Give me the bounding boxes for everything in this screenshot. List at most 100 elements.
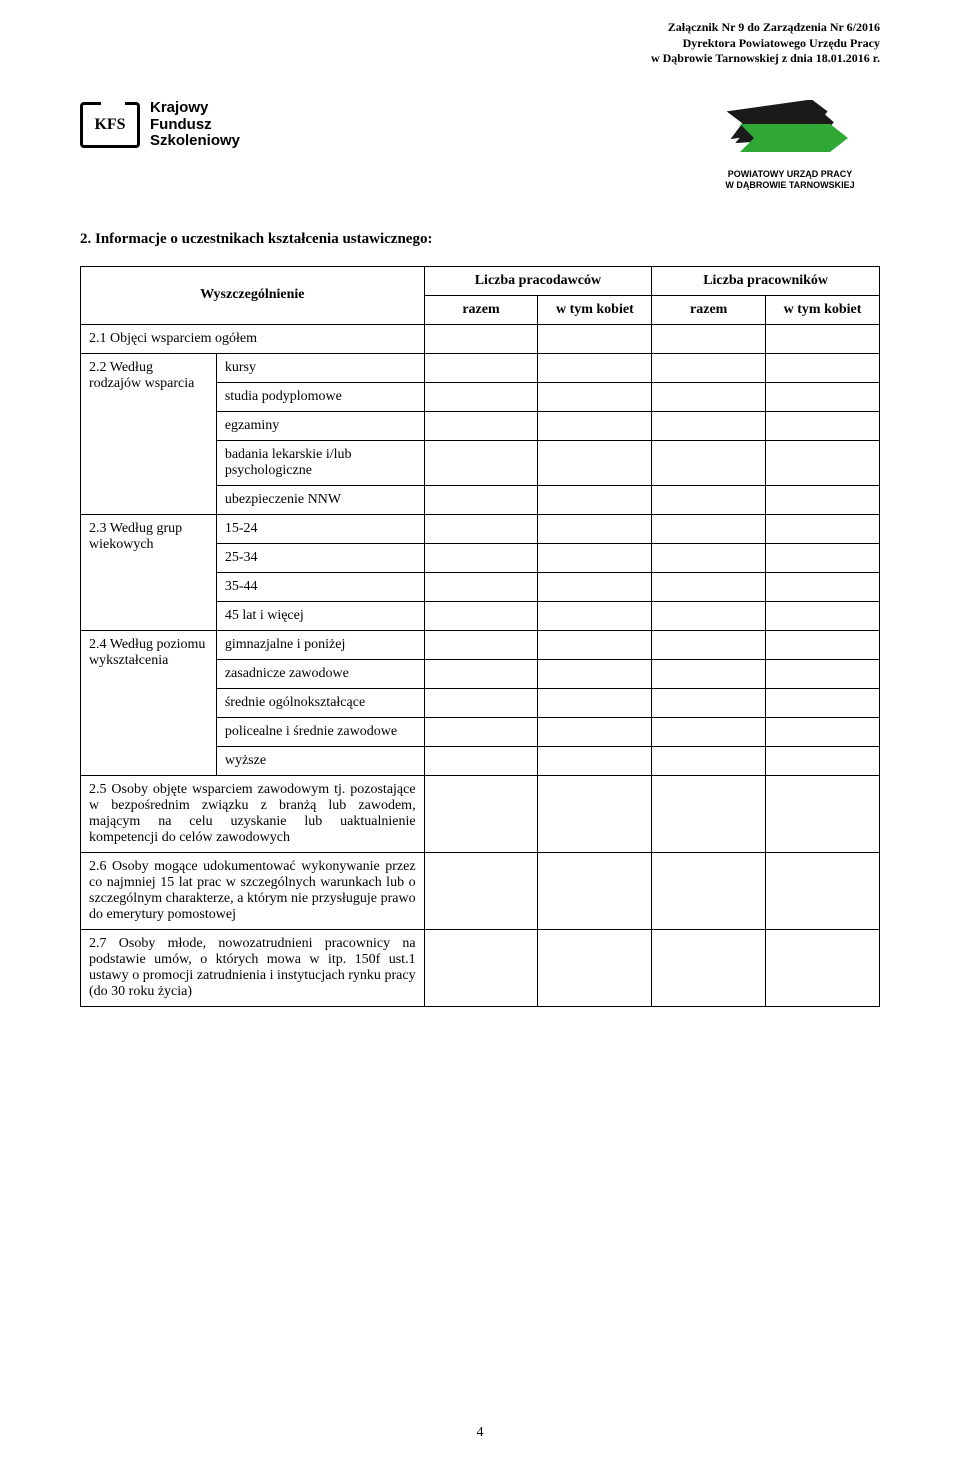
cell (538, 572, 652, 601)
cell (424, 353, 538, 382)
cell (538, 659, 652, 688)
arrow-icon (720, 100, 860, 160)
row-2-5: 2.5 Osoby objęte wsparciem zawodowym tj.… (81, 775, 425, 852)
table-row: 2.6 Osoby mogące udokumentować wykonywan… (81, 852, 880, 929)
subcol-wtym-1: w tym kobiet (538, 295, 652, 324)
cell (766, 775, 880, 852)
cell (652, 630, 766, 659)
cell (424, 440, 538, 485)
cell (424, 324, 538, 353)
row-2-4-c: średnie ogólnokształcące (216, 688, 424, 717)
cell (538, 382, 652, 411)
cell (766, 411, 880, 440)
col-wyszczegolnienie: Wyszczególnienie (81, 266, 425, 324)
table-row: 2.2 Według rodzajów wsparcia kursy (81, 353, 880, 382)
kfs-text-l3: Szkoleniowy (150, 133, 240, 150)
cell (652, 440, 766, 485)
row-2-3-c: 35-44 (216, 572, 424, 601)
table-row: 2.1 Objęci wsparciem ogółem (81, 324, 880, 353)
cell (538, 746, 652, 775)
cell (424, 572, 538, 601)
subcol-razem-2: razem (652, 295, 766, 324)
cell (424, 514, 538, 543)
header-line-2: Dyrektora Powiatowego Urzędu Pracy (651, 36, 880, 52)
col-pracodawcow: Liczba pracodawców (424, 266, 652, 295)
cell (652, 324, 766, 353)
cell (652, 411, 766, 440)
row-2-4-d: policealne i średnie zawodowe (216, 717, 424, 746)
row-2-2-label: 2.2 Według rodzajów wsparcia (81, 353, 217, 514)
row-2-3-b: 25-34 (216, 543, 424, 572)
cell (424, 659, 538, 688)
row-2-7: 2.7 Osoby młode, nowozatrudnieni pracown… (81, 929, 425, 1006)
cell (424, 688, 538, 717)
cell (424, 601, 538, 630)
cell (538, 852, 652, 929)
pup-text-l2: W DĄBROWIE TARNOWSKIEJ (700, 180, 880, 191)
row-2-6: 2.6 Osoby mogące udokumentować wykonywan… (81, 852, 425, 929)
cell (766, 746, 880, 775)
row-2-3-label: 2.3 Według grup wiekowych (81, 514, 217, 630)
kfs-logo: KFS Krajowy Fundusz Szkoleniowy (80, 100, 240, 150)
subcol-razem-1: razem (424, 295, 538, 324)
cell (766, 601, 880, 630)
pup-text-l1: POWIATOWY URZĄD PRACY (700, 169, 880, 180)
cell (424, 411, 538, 440)
cell (424, 746, 538, 775)
cell (424, 775, 538, 852)
cell (538, 929, 652, 1006)
page: Załącznik Nr 9 do Zarządzenia Nr 6/2016 … (0, 0, 960, 1471)
cell (538, 440, 652, 485)
cell (424, 630, 538, 659)
cell (538, 717, 652, 746)
cell (652, 929, 766, 1006)
cell (424, 485, 538, 514)
cell (424, 929, 538, 1006)
cell (538, 601, 652, 630)
cell (538, 514, 652, 543)
cell (652, 382, 766, 411)
cell (538, 543, 652, 572)
kfs-text: Krajowy Fundusz Szkoleniowy (150, 100, 240, 150)
table-row: 2.3 Według grup wiekowych 15-24 (81, 514, 880, 543)
cell (652, 543, 766, 572)
row-2-2-d: badania lekarskie i/lub psychologiczne (216, 440, 424, 485)
cell (538, 485, 652, 514)
cell (538, 688, 652, 717)
cell (766, 440, 880, 485)
cell (766, 324, 880, 353)
row-2-2-a: kursy (216, 353, 424, 382)
row-2-4-e: wyższe (216, 746, 424, 775)
cell (424, 717, 538, 746)
row-2-3-a: 15-24 (216, 514, 424, 543)
row-2-1: 2.1 Objęci wsparciem ogółem (81, 324, 425, 353)
cell (538, 353, 652, 382)
cell (538, 324, 652, 353)
row-2-4-a: gimnazjalne i poniżej (216, 630, 424, 659)
pup-text: POWIATOWY URZĄD PRACY W DĄBROWIE TARNOWS… (700, 169, 880, 191)
cell (766, 852, 880, 929)
participants-table: Wyszczególnienie Liczba pracodawców Licz… (80, 266, 880, 1007)
cell (424, 852, 538, 929)
cell (538, 630, 652, 659)
kfs-abbr: KFS (94, 116, 125, 134)
cell (652, 485, 766, 514)
cell (652, 601, 766, 630)
page-number: 4 (0, 1425, 960, 1441)
header-line-3: w Dąbrowie Tarnowskiej z dnia 18.01.2016… (651, 51, 880, 67)
cell (652, 659, 766, 688)
row-2-4-b: zasadnicze zawodowe (216, 659, 424, 688)
table-row: 2.4 Według poziomu wykształcenia gimnazj… (81, 630, 880, 659)
table-row: 2.7 Osoby młode, nowozatrudnieni pracown… (81, 929, 880, 1006)
cell (538, 775, 652, 852)
cell (766, 688, 880, 717)
cell (652, 746, 766, 775)
table-row: 2.5 Osoby objęte wsparciem zawodowym tj.… (81, 775, 880, 852)
attachment-header: Załącznik Nr 9 do Zarządzenia Nr 6/2016 … (651, 20, 880, 67)
row-2-2-e: ubezpieczenie NNW (216, 485, 424, 514)
logos-row: KFS Krajowy Fundusz Szkoleniowy POWIATOW… (80, 100, 880, 191)
cell (766, 929, 880, 1006)
cell (766, 382, 880, 411)
cell (652, 852, 766, 929)
cell (652, 572, 766, 601)
